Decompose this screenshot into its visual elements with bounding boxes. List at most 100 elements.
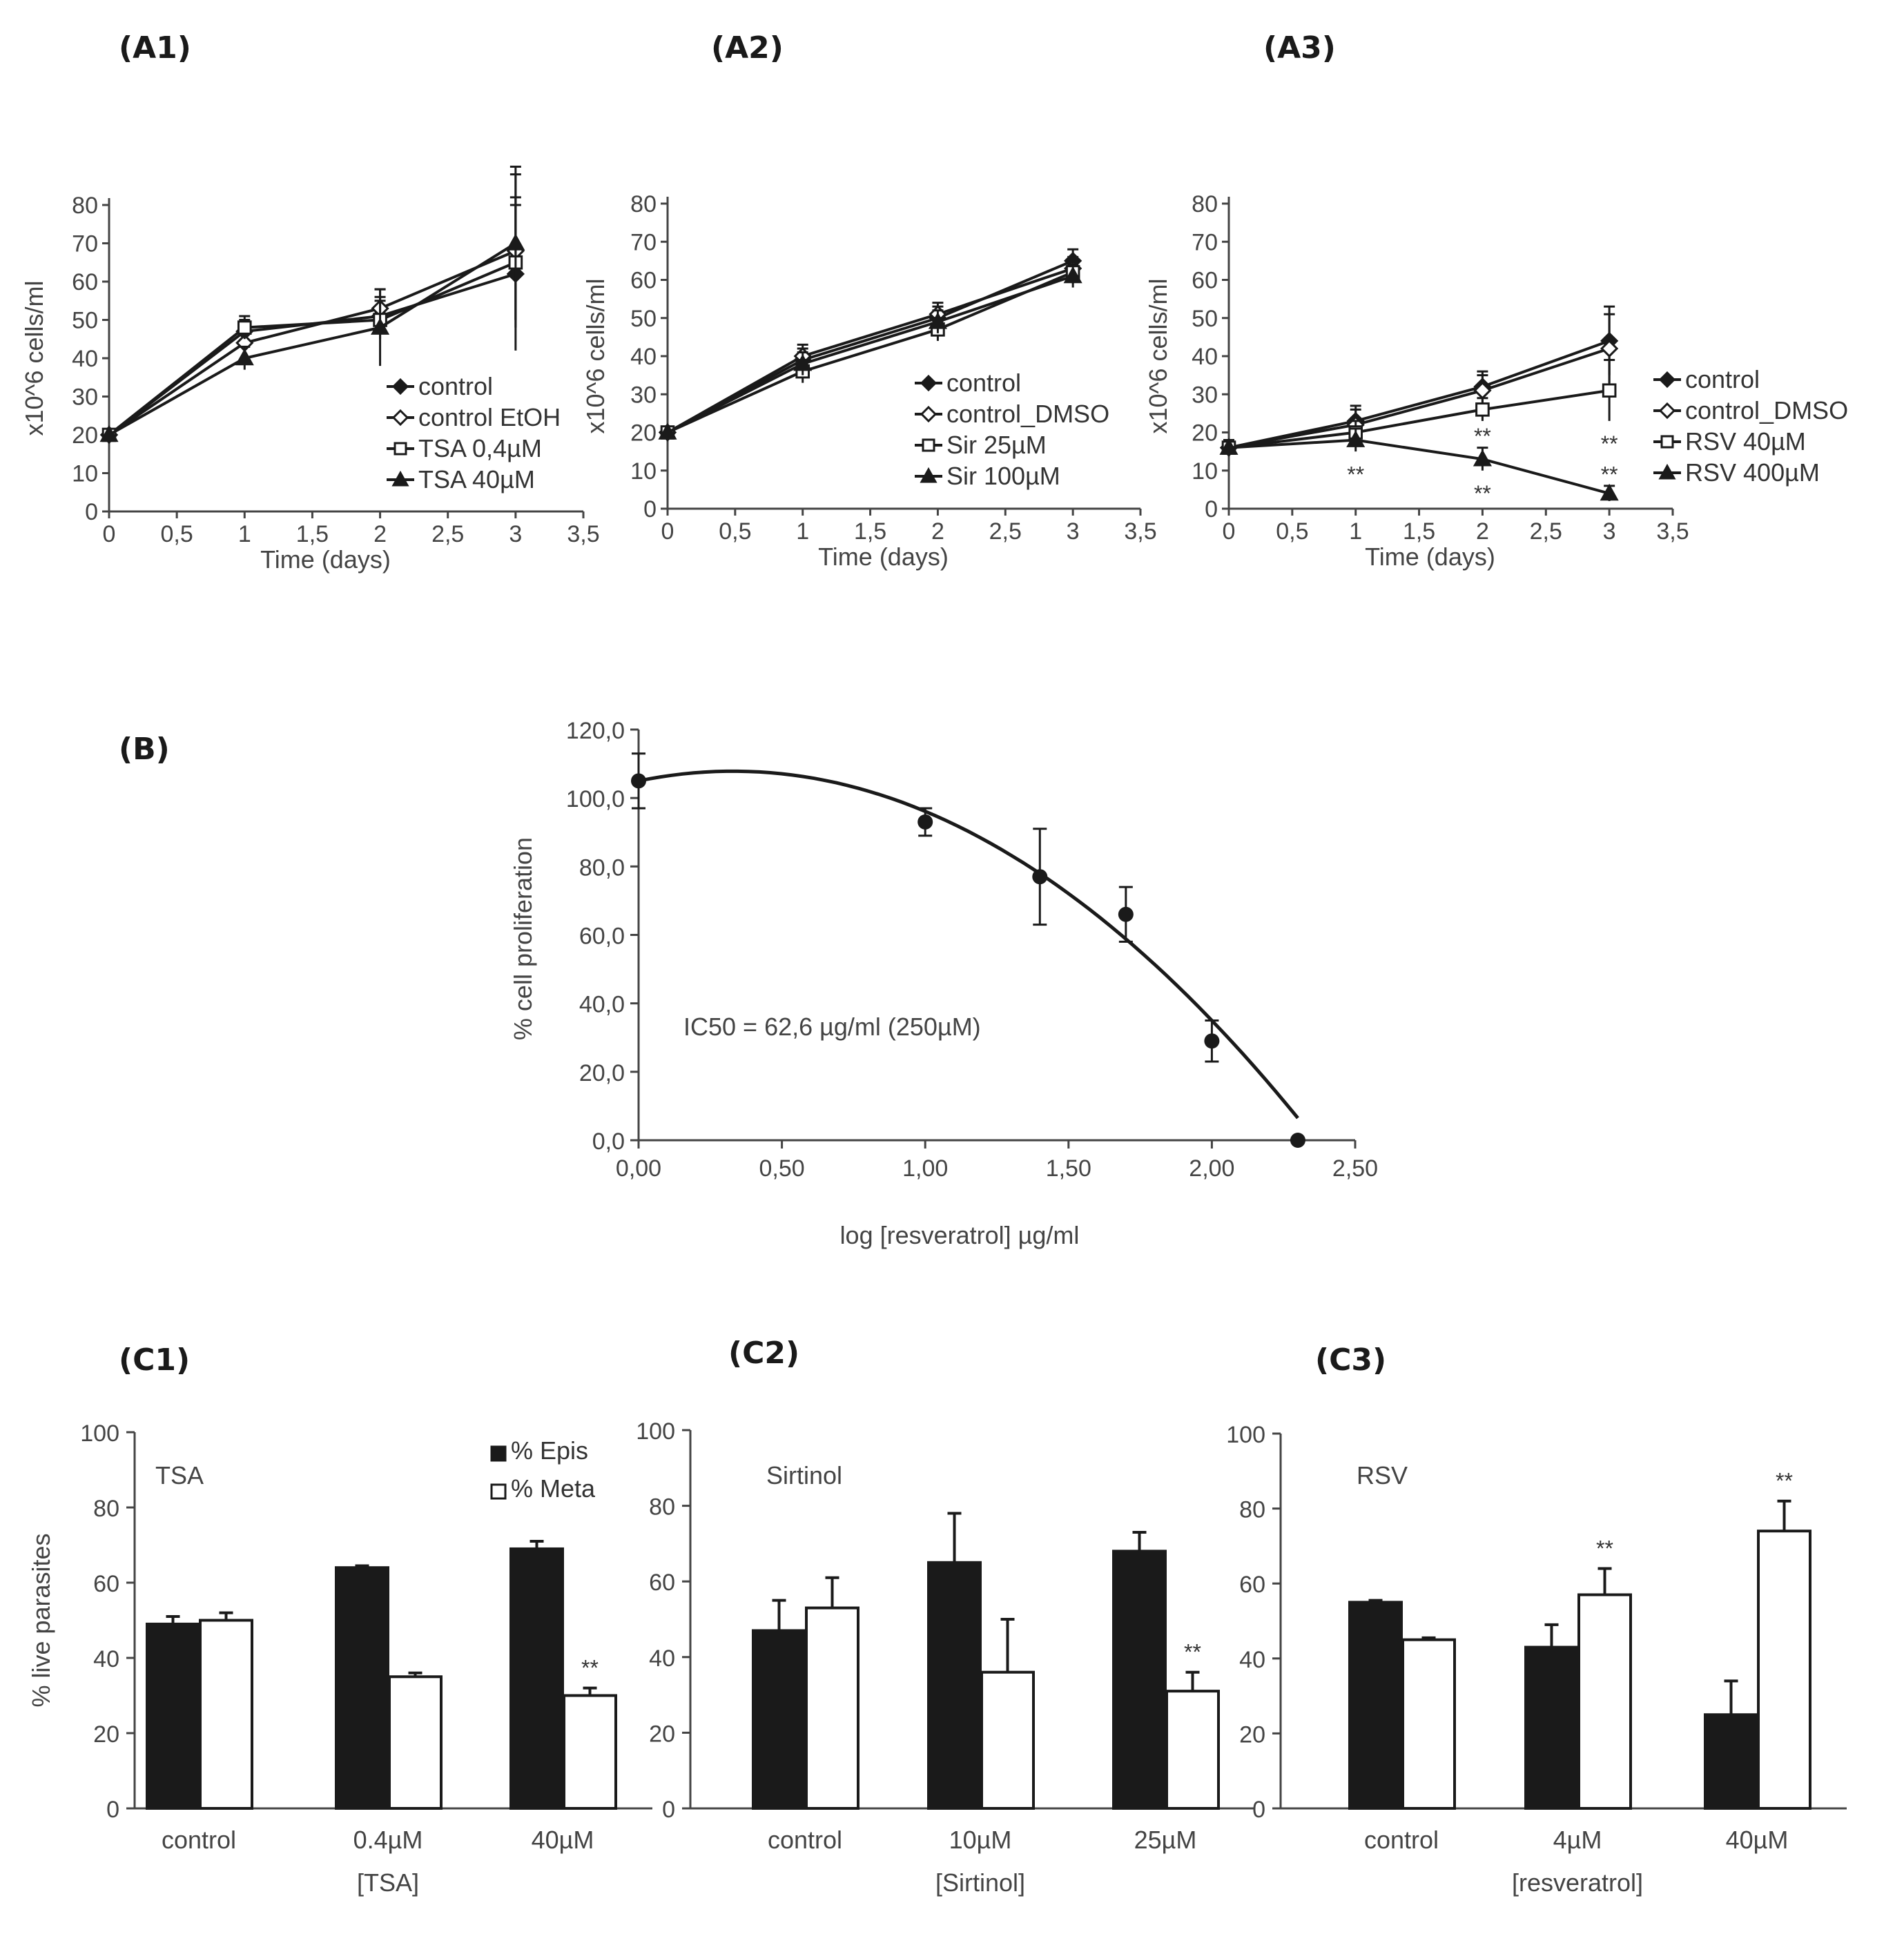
b-data-point	[1204, 1033, 1220, 1049]
a3-data-point	[1600, 483, 1619, 501]
a3-series-line-2	[1228, 389, 1610, 449]
c2-y-tick-label: 20	[649, 1721, 675, 1747]
c2-category-label: control	[768, 1826, 842, 1854]
c3-chart-title: RSV	[1357, 1461, 1408, 1489]
a3-y-tick-label: 0	[1205, 496, 1218, 522]
a1-data-point	[506, 242, 525, 260]
c3-bar	[1524, 1645, 1579, 1810]
a3-data-point	[1346, 411, 1365, 431]
a3-data-point	[1221, 440, 1236, 455]
a2-x-tick-label: 1	[796, 518, 809, 545]
panel-label-c2: (C2)	[728, 1336, 800, 1371]
a1-x-tick-label: 1	[238, 521, 251, 547]
a2-series-line-0	[667, 260, 1074, 434]
a2-data-point	[795, 364, 810, 379]
a1-data-point	[508, 255, 523, 270]
c1-legend-swatch	[490, 1483, 507, 1500]
c2-y-tick-label: 40	[649, 1645, 675, 1672]
a3-legend-label: control	[1685, 365, 1760, 393]
c1-bar	[199, 1619, 253, 1810]
a3-x-tick-label: 0	[1223, 518, 1236, 545]
a3-data-point	[1219, 438, 1238, 457]
a1-x-tick-label: 0,5	[161, 521, 193, 547]
a2-y-tick-label: 40	[630, 344, 657, 370]
a2-x-tick-label: 2,5	[989, 518, 1022, 545]
a2-data-point	[929, 309, 947, 327]
a1-series-line-2	[108, 261, 516, 436]
c1-y-tick-label: 20	[93, 1721, 119, 1748]
a3-y-tick-label: 40	[1192, 344, 1218, 370]
c3-bar	[1577, 1593, 1632, 1810]
b-y-tick-label: 0,0	[592, 1129, 625, 1155]
b-x-tick-label: 0,00	[616, 1155, 661, 1182]
b-y-tick-label: 40,0	[579, 992, 625, 1018]
a2-data-point	[658, 423, 677, 442]
b-data-point	[1032, 869, 1048, 885]
a3-x-tick-label: 1,5	[1403, 518, 1435, 545]
a3-significance-mark: **	[1347, 462, 1364, 487]
a1-y-tick-label: 80	[72, 193, 98, 219]
a2-data-point	[928, 312, 947, 329]
a2-x-tick-label: 0,5	[719, 518, 751, 545]
c1-legend-label: % Epis	[511, 1436, 588, 1465]
a2-data-point	[1064, 251, 1082, 270]
a3-legend-marker	[1658, 463, 1676, 480]
a3-legend-label: control_DMSO	[1685, 396, 1848, 424]
a3-data-point	[1346, 416, 1365, 434]
a2-data-point	[658, 423, 677, 442]
b-data-point	[1118, 906, 1134, 922]
c1-y-tick-label: 100	[80, 1420, 119, 1447]
a3-x-tick-label: 1	[1349, 518, 1362, 545]
c1-y-tick-label: 0	[106, 1797, 119, 1823]
a1-data-point	[235, 348, 254, 366]
panel-label-a3: (A3)	[1263, 30, 1336, 66]
a1-legend-label: TSA 40µM	[418, 465, 535, 494]
a1-data-point	[99, 424, 119, 442]
a3-y-axis-label: x10^6 cells/ml	[1144, 279, 1172, 434]
panel-label-a1: (A1)	[119, 30, 191, 66]
c2-y-tick-label: 60	[649, 1570, 675, 1596]
a3-series-line-0	[1228, 340, 1610, 449]
a3-legend-marker	[1658, 402, 1676, 420]
c1-y-tick-label: 40	[93, 1646, 119, 1672]
c1-y-tick-label: 80	[93, 1496, 119, 1522]
c1-category-label: 0.4µM	[353, 1826, 423, 1854]
a1-data-point	[371, 318, 390, 335]
c2-significance-mark: **	[1184, 1640, 1201, 1665]
a1-y-tick-label: 20	[72, 422, 98, 449]
b-x-tick-label: 2,00	[1189, 1155, 1234, 1182]
c2-bar	[752, 1629, 806, 1810]
a2-x-tick-label: 3,5	[1124, 518, 1156, 545]
a3-significance-mark: **	[1601, 431, 1618, 456]
a3-legend-label: RSV 400µM	[1685, 458, 1820, 487]
c1-y-tick-label: 60	[93, 1571, 119, 1597]
a2-legend-label: Sir 100µM	[946, 462, 1060, 490]
a3-x-tick-label: 2,5	[1530, 518, 1562, 545]
a1-series-line-3	[108, 242, 516, 436]
a2-y-tick-label: 60	[630, 268, 657, 294]
c2-y-tick-label: 0	[662, 1797, 675, 1823]
c3-y-tick-label: 100	[1226, 1422, 1265, 1448]
a2-x-tick-label: 2	[931, 518, 944, 545]
a3-series-line-1	[1228, 347, 1610, 449]
a1-y-tick-label: 30	[72, 384, 98, 411]
a2-data-point	[1064, 259, 1082, 278]
b-y-tick-label: 120,0	[566, 718, 625, 744]
a2-data-point	[793, 353, 813, 371]
c2-chart-title: Sirtinol	[766, 1461, 842, 1489]
a1-y-tick-label: 10	[72, 461, 98, 487]
panel-label-b: (B)	[119, 732, 170, 767]
a3-data-point	[1346, 430, 1366, 447]
c3-significance-mark: **	[1776, 1469, 1793, 1494]
c1-bar	[335, 1566, 389, 1810]
c3-category-label: 4µM	[1553, 1826, 1602, 1854]
b-x-tick-label: 2,50	[1332, 1155, 1378, 1182]
c1-category-label: 40µM	[532, 1826, 594, 1854]
a2-data-point	[793, 346, 812, 366]
a3-y-tick-label: 60	[1192, 268, 1218, 294]
c3-y-tick-label: 0	[1252, 1797, 1265, 1823]
c2-y-tick-label: 80	[649, 1494, 675, 1521]
c3-bar	[1757, 1530, 1811, 1810]
a1-x-tick-label: 0	[103, 521, 116, 547]
a1-data-point	[99, 425, 119, 445]
